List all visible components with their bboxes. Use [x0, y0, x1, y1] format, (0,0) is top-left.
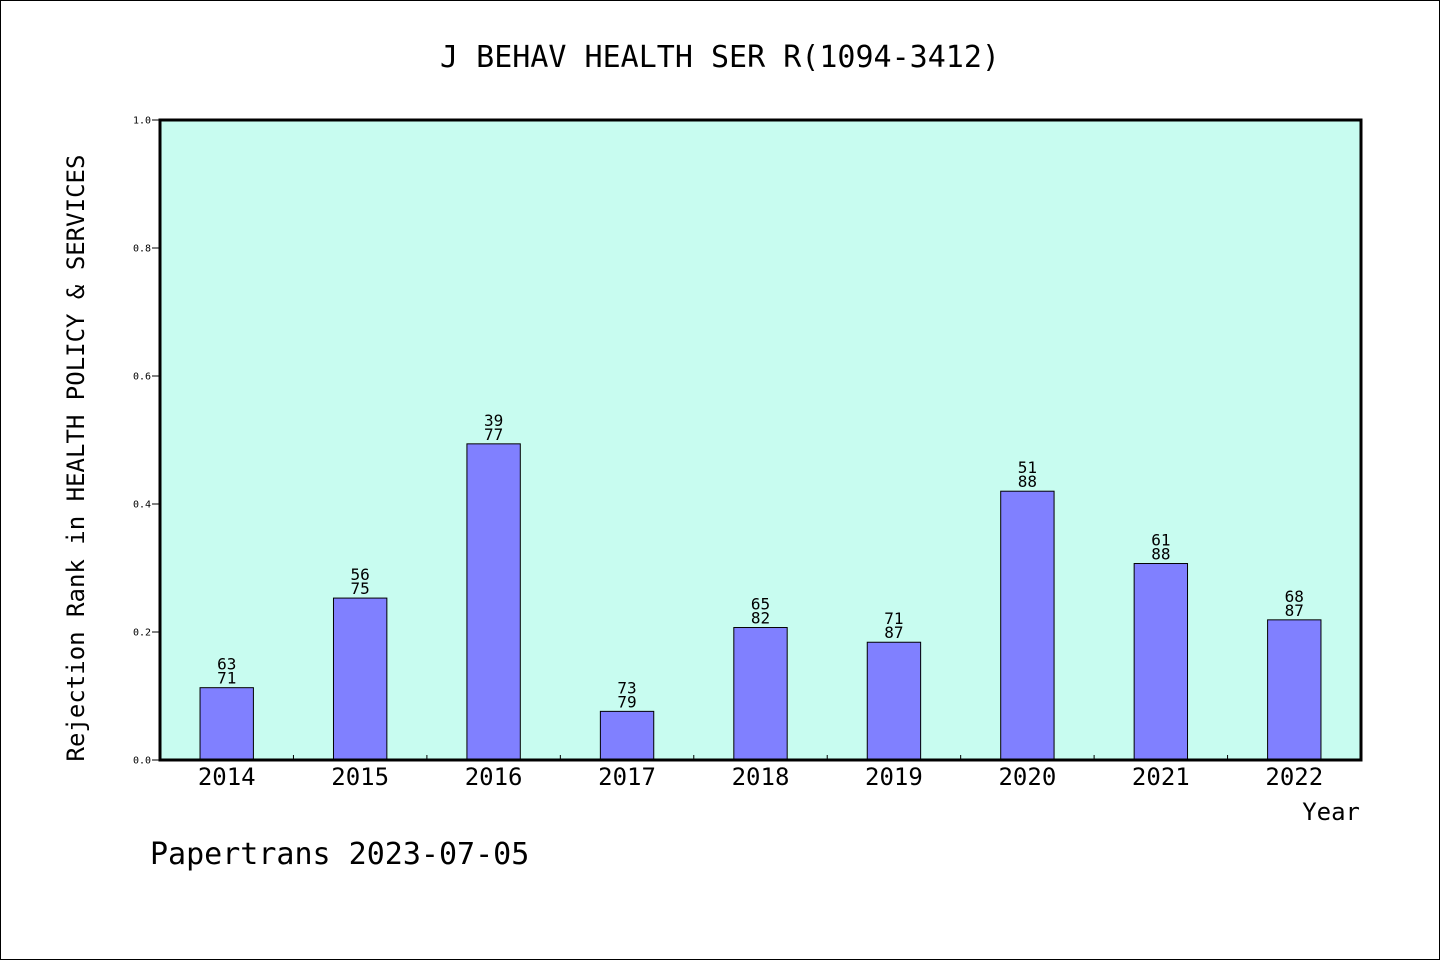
x-tick-label: 2019	[865, 763, 923, 791]
x-axis: 2014 2015 2016 2017 2018 2019 2020 2021 2022	[198, 755, 1323, 791]
data-label-top: 63	[217, 655, 236, 674]
data-label-bottom: 88	[1018, 472, 1037, 491]
x-tick-label: 2022	[1265, 763, 1323, 791]
data-label-top: 51	[1018, 458, 1037, 477]
footer-text: Papertrans 2023-07-05	[150, 837, 529, 872]
y-axis: 0.0 0.2 0.4 0.6 0.8 1.0	[133, 116, 160, 767]
data-label-bottom: 88	[1151, 545, 1170, 564]
y-tick-label: 0.0	[133, 756, 151, 767]
y-tick-label: 0.6	[133, 372, 151, 383]
x-tick-label: 2018	[732, 763, 790, 791]
data-label-bottom: 82	[751, 609, 770, 628]
data-label-top: 73	[617, 678, 636, 697]
data-label-top: 68	[1285, 587, 1304, 606]
bar-2018	[733, 627, 788, 761]
plot-border	[158, 118, 1363, 762]
bar-2019	[866, 641, 922, 761]
data-label-top: 56	[351, 565, 370, 584]
x-tick-label: 2015	[331, 763, 389, 791]
x-tick-label: 2016	[465, 763, 523, 791]
bar-2021	[1133, 563, 1189, 761]
bar-2020	[1000, 490, 1055, 761]
data-label-top: 61	[1151, 531, 1170, 550]
x-axis-label: Year	[1302, 798, 1360, 826]
data-label-top: 65	[751, 595, 770, 614]
x-tick-label: 2017	[598, 763, 656, 791]
bar-2017	[599, 710, 655, 761]
data-label-bottom: 87	[884, 623, 903, 642]
data-label-bottom: 75	[351, 579, 370, 598]
bar-2014	[199, 687, 254, 761]
bar-2016	[466, 443, 521, 761]
y-tick-label: 0.2	[133, 628, 151, 639]
y-tick-label: 0.8	[133, 244, 151, 255]
x-tick-label: 2020	[998, 763, 1056, 791]
x-tick-label: 2021	[1132, 763, 1190, 791]
data-label-top: 39	[484, 411, 503, 430]
data-label-bottom: 71	[217, 669, 236, 688]
chart-title: J BEHAV HEALTH SER R(1094-3412)	[440, 40, 1000, 75]
y-tick-label: 1.0	[133, 116, 151, 127]
bar-2015	[332, 597, 388, 761]
data-label-bottom: 77	[484, 425, 503, 444]
y-tick-label: 0.4	[133, 500, 151, 511]
bar-2022	[1267, 619, 1322, 761]
data-label-top: 71	[884, 609, 903, 628]
data-label-bottom: 79	[617, 692, 636, 711]
y-axis-label: Rejection Rank in HEALTH POLICY & SERVIC…	[62, 155, 90, 762]
data-label-bottom: 87	[1285, 601, 1304, 620]
x-tick-label: 2014	[198, 763, 256, 791]
